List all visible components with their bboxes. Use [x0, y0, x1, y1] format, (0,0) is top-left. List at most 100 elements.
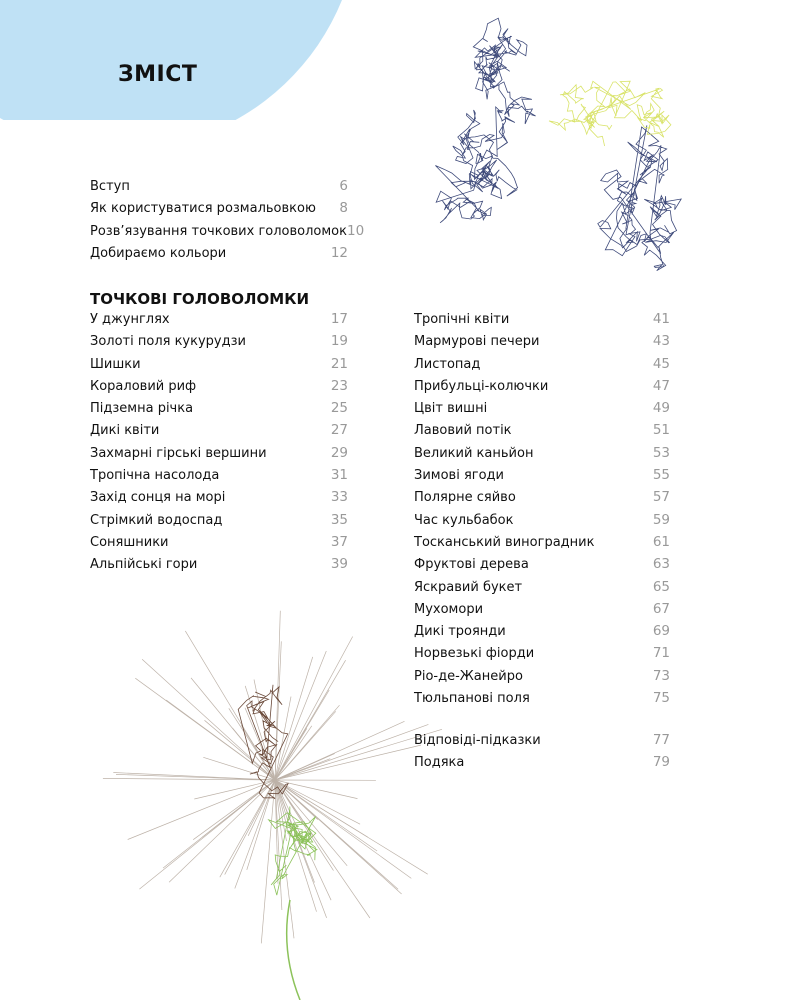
toc-entry-page: 23: [330, 377, 348, 394]
left-puzzle-list: У джунглях 17 Золоті поля кукурудзи 19 Шишки…: [90, 311, 348, 579]
toc-entry[interactable]: Золоті поля кукурудзи 19: [90, 333, 348, 355]
toc-entry[interactable]: Підземна річка 25: [90, 400, 348, 422]
toc-entry-page: 8: [339, 200, 348, 217]
toc-entry-page: 65: [652, 578, 670, 595]
toc-entry-page: 59: [652, 511, 670, 528]
toc-entry[interactable]: Захмарні гірські вершини 29: [90, 445, 348, 467]
toc-entry-page: 77: [652, 732, 670, 748]
toc-entry-page: 21: [330, 355, 348, 372]
dandelion-seed: [274, 779, 283, 911]
toc-entry[interactable]: Полярне сяйво 57: [414, 489, 670, 511]
toc-entry[interactable]: Як користуватися розмальовкою 8: [90, 200, 348, 222]
toc-entry[interactable]: Кораловий риф 23: [90, 378, 348, 400]
toc-entry-label: Підземна річка: [90, 401, 194, 417]
dandelion-seed: [201, 779, 276, 838]
toc-entry-label: Захід сонця на морі: [90, 490, 226, 506]
toc-entry[interactable]: Стрімкий водоспад 35: [90, 512, 348, 534]
toc-entry-page: 67: [652, 600, 670, 617]
toc-entry[interactable]: Розв’язування точкових головоломок 10: [90, 223, 364, 245]
toc-entry[interactable]: Великий каньйон 53: [414, 445, 670, 467]
dandelion-seed: [274, 660, 346, 781]
grape-cluster-2: [435, 106, 519, 224]
dandelion-seed: [274, 779, 348, 867]
toc-entry-label: Листопад: [414, 356, 481, 372]
dandelion-seed: [274, 779, 428, 875]
toc-entry-label: Норвезькі фіорди: [414, 646, 535, 662]
toc-entry-page: 37: [330, 533, 348, 550]
section-title: ТОЧКОВІ ГОЛОВОЛОМКИ: [90, 290, 310, 308]
toc-entry-label: Тосканський виноградник: [414, 534, 595, 550]
toc-entry[interactable]: Фруктові дерева 63: [414, 556, 670, 578]
toc-entry-label: Тропічні квіти: [414, 312, 510, 327]
toc-entry[interactable]: Зимові ягоди 55: [414, 467, 670, 489]
toc-entry[interactable]: Мармурові печери 43: [414, 333, 670, 355]
toc-entry[interactable]: Соняшники 37: [90, 534, 348, 556]
dandelion-seed: [274, 758, 331, 781]
toc-entry-page: 10: [347, 222, 365, 239]
dandelion-seed: [274, 779, 319, 820]
toc-entry[interactable]: Прибульці-колючки 47: [414, 378, 670, 400]
toc-entry[interactable]: Тропічна насолода 31: [90, 467, 348, 489]
toc-entry-label: Яскравий букет: [414, 579, 523, 595]
dandelion-seed: [274, 725, 313, 781]
dandelion-seed: [274, 779, 287, 842]
toc-entry[interactable]: Ріо-де-Жанейро 73: [414, 668, 670, 690]
toc-entry-page: 49: [652, 400, 670, 417]
toc-entry-label: Прибульці-колючки: [414, 378, 549, 394]
toc-entry[interactable]: Дикі троянди 69: [414, 623, 670, 645]
page-title: ЗМІСТ: [118, 62, 198, 87]
toc-entry[interactable]: Подяка 79: [414, 754, 670, 776]
toc-entry-page: 51: [652, 422, 670, 439]
toc-entry-label: Розв’язування точкових головоломок: [90, 223, 347, 239]
dandelion-seed: [244, 685, 276, 781]
toc-entry[interactable]: Тосканський виноградник 61: [414, 534, 670, 556]
toc-entry[interactable]: Час кульбабок 59: [414, 512, 670, 534]
toc-entry-label: Соняшники: [90, 534, 169, 550]
dandelion-seed: [194, 779, 276, 800]
toc-entry[interactable]: У джунглях 17: [90, 311, 348, 333]
toc-entry[interactable]: Вступ 6: [90, 178, 348, 200]
dandelion-seed: [274, 656, 314, 781]
toc-entry[interactable]: Тюльпанові поля 75: [414, 690, 670, 712]
dandelion-seed: [219, 779, 276, 878]
toc-entry-page: 55: [652, 467, 670, 484]
toc-entry-label: Ріо-де-Жанейро: [414, 668, 523, 684]
dandelion-seed: [141, 658, 276, 781]
dandelion-seed: [274, 696, 292, 781]
toc-entry-page: 27: [330, 422, 348, 439]
toc-entry[interactable]: Яскравий букет 65: [414, 579, 670, 601]
toc-entry-label: Дикі квіти: [90, 423, 160, 439]
dandelion-base: [267, 806, 318, 896]
toc-entry[interactable]: Дикі квіти 27: [90, 422, 348, 444]
toc-entry-label: Кораловий риф: [90, 378, 197, 394]
toc-entry[interactable]: Добираємо кольори 12: [90, 245, 348, 267]
toc-entry-page: 35: [330, 511, 348, 528]
toc-entry[interactable]: Захід сонця на морі 33: [90, 489, 348, 511]
dandelion-stem: [285, 899, 301, 1000]
toc-entry[interactable]: Листопад 45: [414, 356, 670, 378]
toc-entry-page: 41: [652, 311, 670, 327]
dandelion-seed: [274, 744, 421, 781]
toc-entry-page: 75: [652, 690, 670, 707]
toc-entry-page: 33: [330, 489, 348, 506]
dandelion-seed: [165, 699, 276, 781]
toc-entry-label: Лавовий потік: [414, 423, 512, 439]
toc-entry[interactable]: Лавовий потік 51: [414, 422, 670, 444]
toc-entry-page: 57: [652, 489, 670, 506]
toc-entry-page: 43: [652, 333, 670, 350]
right-puzzle-list: Тропічні квіти 41 Мармурові печери 43 Листоп…: [414, 311, 670, 712]
toc-entry[interactable]: Відповіді-підказки 77: [414, 732, 670, 754]
toc-entry[interactable]: Норвезькі фіорди 71: [414, 645, 670, 667]
dandelion-seed: [274, 641, 282, 781]
decorative-circle-shape: [0, 0, 342, 120]
toc-entry[interactable]: Цвіт вишні 49: [414, 400, 670, 422]
toc-entry[interactable]: Альпійські гори 39: [90, 556, 348, 578]
appendix-list: Відповіді-підказки 77 Подяка 79: [414, 732, 670, 777]
grape-cluster-3: [597, 125, 682, 272]
dandelion-seed: [274, 779, 361, 825]
toc-entry-page: 73: [652, 667, 670, 684]
toc-entry[interactable]: Тропічні квіти 41: [414, 311, 670, 333]
dandelion-seed: [274, 636, 354, 781]
toc-entry[interactable]: Мухомори 67: [414, 601, 670, 623]
toc-entry[interactable]: Шишки 21: [90, 356, 348, 378]
